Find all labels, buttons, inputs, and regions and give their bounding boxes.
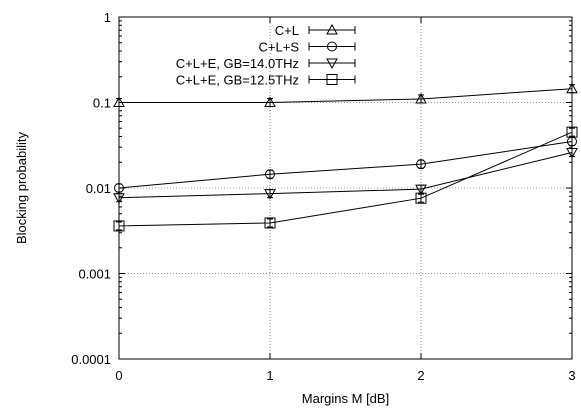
square-marker [264,217,276,229]
x-tick-label: 0 [115,368,122,383]
series-3 [113,126,578,232]
tick-labels: 0.0001 0.001 0.01 0.1 1 0 1 2 3 [71,10,575,383]
y-tick-label: 1 [104,10,111,25]
series-line [119,88,573,103]
legend-label: C+L+E, GB=12.5THz [176,73,299,88]
triangle-down-marker [113,193,125,204]
series-line [118,140,573,189]
legend-entry: C+L [275,23,356,38]
triangle-up-marker [415,92,427,104]
series-1 [114,136,577,193]
series-0 [113,82,578,107]
y-tick-label: 0.1 [93,96,111,111]
triangle-down-marker [326,58,338,70]
x-tick-label: 2 [417,368,424,383]
y-tick-label: 0.01 [86,181,111,196]
legend-entry: C+L+S [259,40,356,55]
legend-entry: C+L+E, GB=12.5THz [176,73,356,88]
triangle-down-marker [264,189,276,200]
series-line [118,131,573,227]
x-tick-label: 1 [266,368,273,383]
square-marker [113,220,125,232]
circle-marker [416,159,426,170]
square-marker [566,126,578,138]
triangle-up-marker [113,96,125,107]
square-marker [415,192,427,204]
x-axis-label: Margins M [dB] [302,391,389,406]
circle-marker [114,183,124,193]
x-tick-label: 3 [568,368,575,383]
legend: C+L C+L+SC+L+E, GB=14.0THz C+L+E, GB=12.5T… [176,23,356,88]
triangle-up-marker [264,96,276,107]
series-line [118,152,573,199]
series-group [113,82,578,232]
square-marker [326,74,338,85]
triangle-down-marker [415,184,427,196]
y-axis-label: Blocking probability [14,132,29,245]
triangle-up-marker [566,82,578,94]
legend-label: C+L+S [259,40,300,55]
triangle-up-marker [326,23,338,35]
legend-entry: C+L+E, GB=14.0THz [176,56,356,71]
y-tick-label: 0.0001 [71,352,111,367]
y-tick-label: 0.001 [78,267,111,282]
legend-label: C+L+E, GB=14.0THz [176,56,299,71]
triangle-down-marker [566,148,578,159]
series-2 [113,148,578,204]
circle-marker [327,41,337,52]
legend-label: C+L [275,23,299,38]
circle-marker [265,169,275,180]
